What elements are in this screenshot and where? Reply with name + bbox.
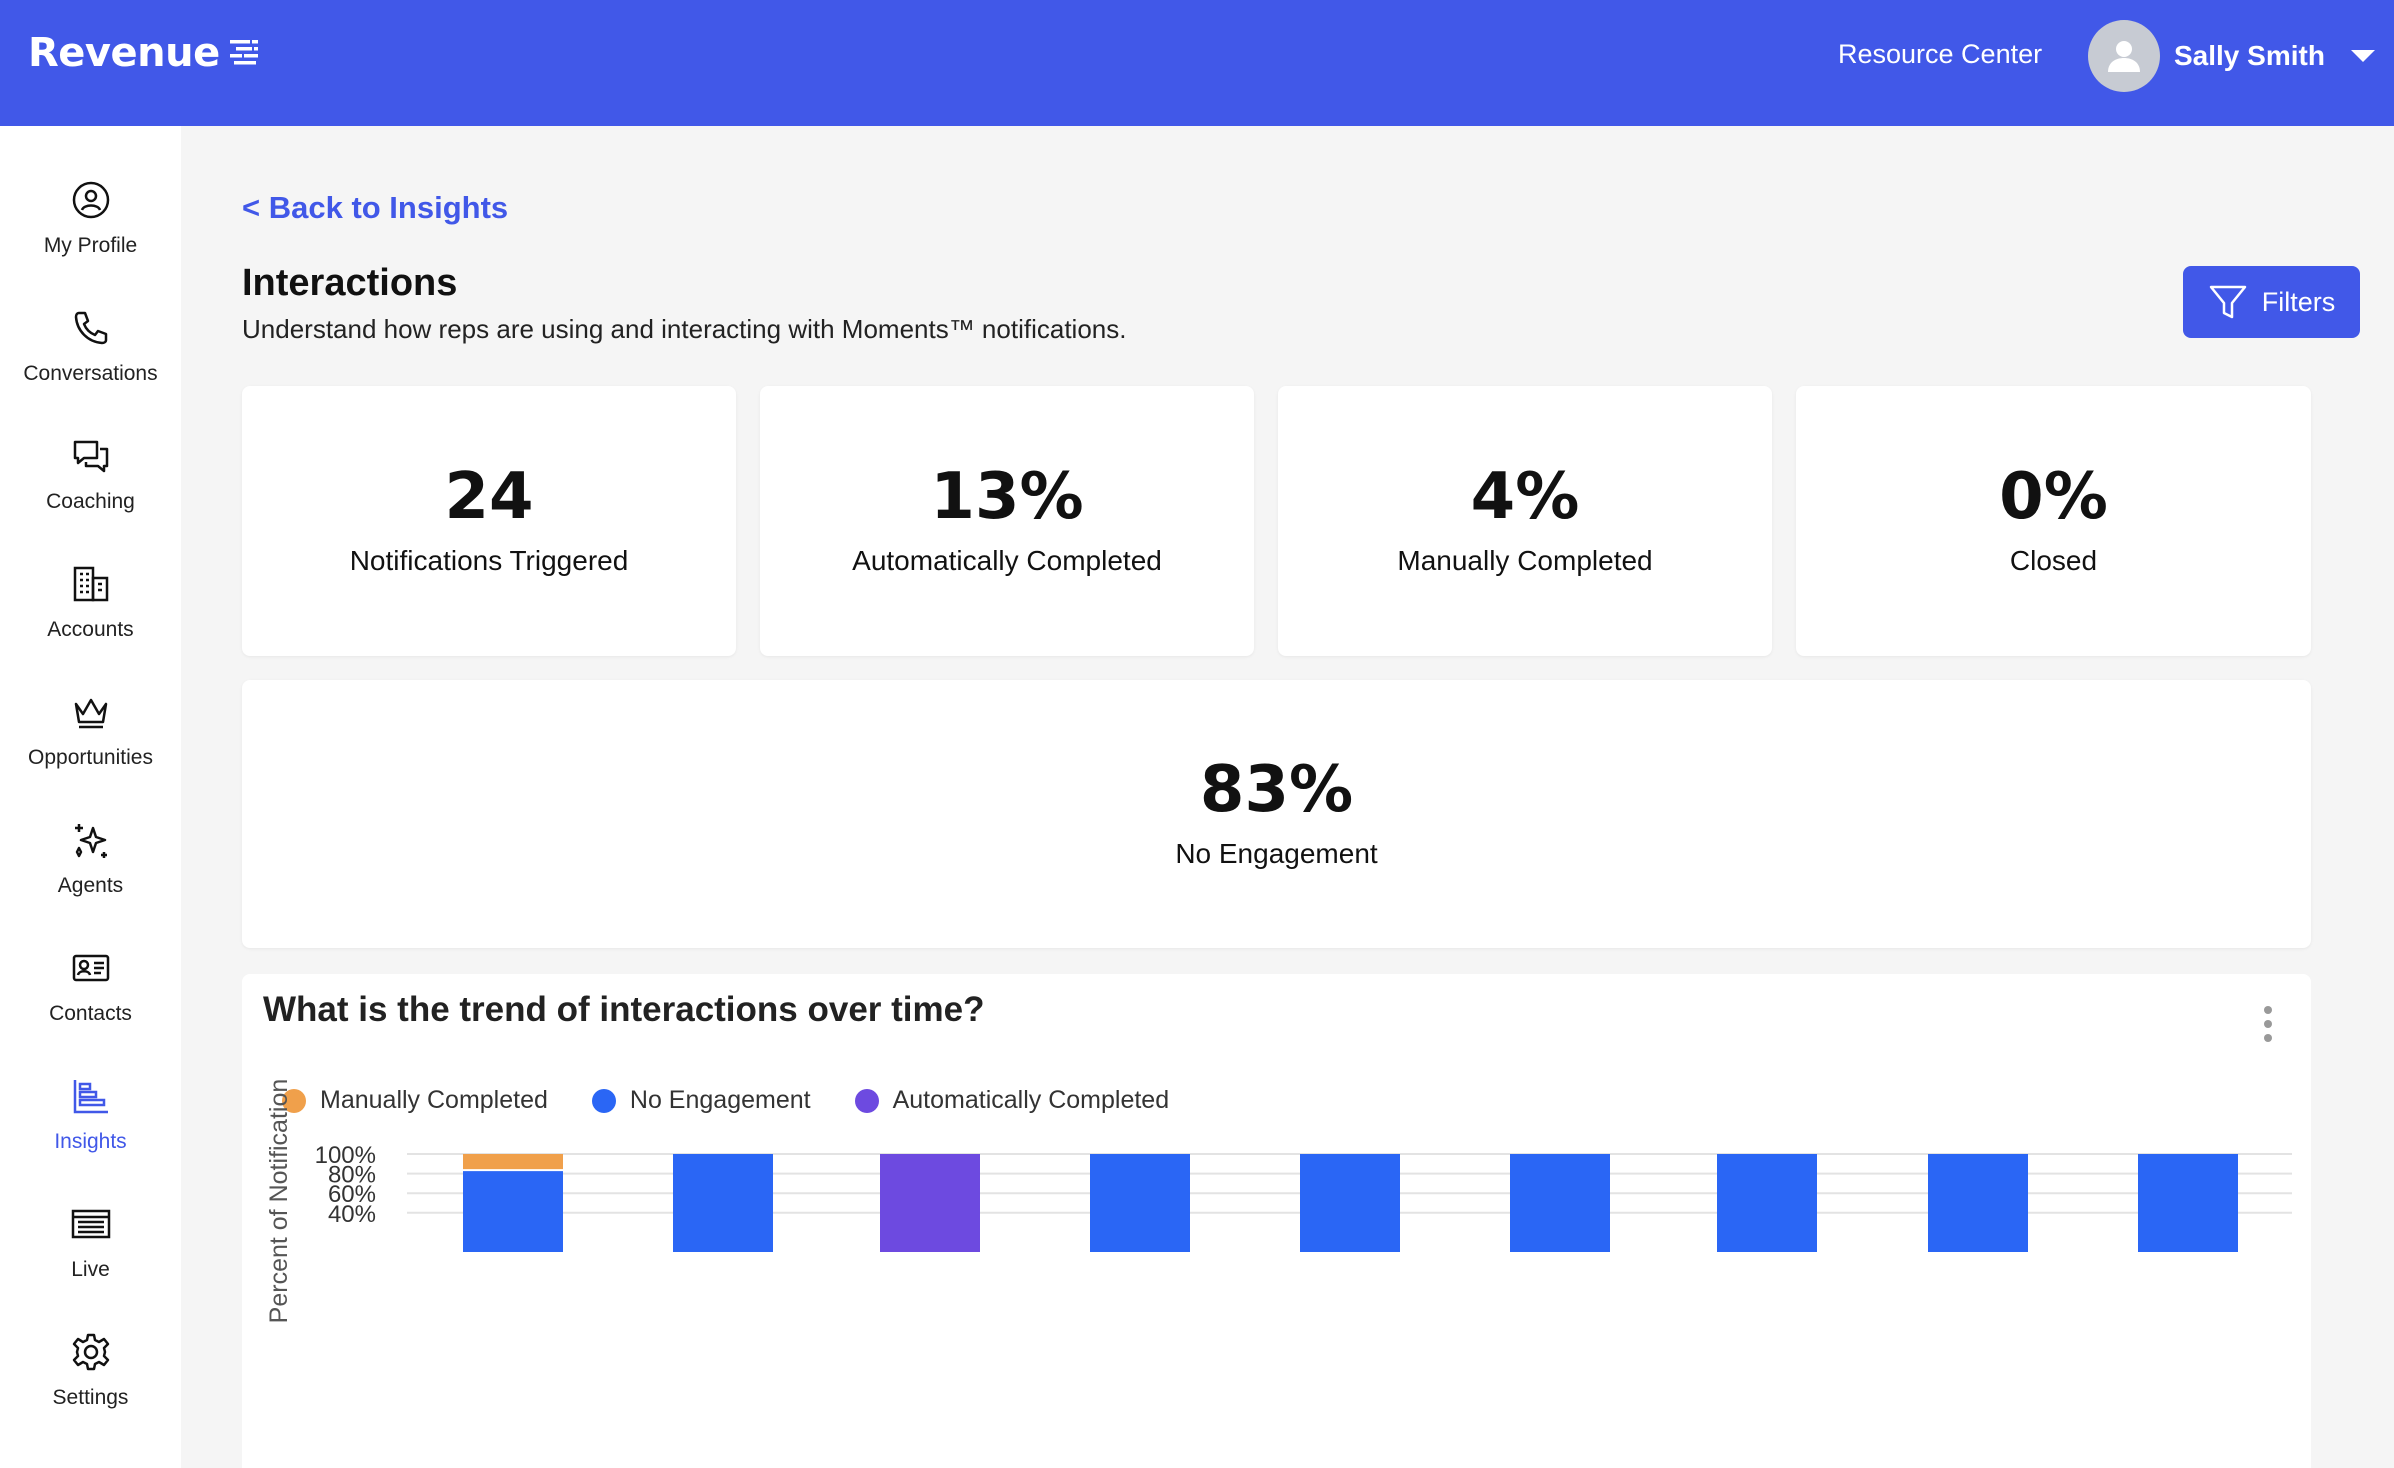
trend-chart-card: What is the trend of interactions over t… [242,974,2311,1468]
metric-label: Manually Completed [1397,545,1653,576]
brand-mark-icon [229,40,258,65]
brand-name: Revenue [28,30,220,76]
metric-value: 13% [930,460,1084,534]
trend-bar-chart: 100%80%60%40% Percent of Notification [265,1079,2292,1324]
legend-label: No Engagement [629,1086,811,1114]
y-tick-label: 40% [328,1201,376,1228]
sidebar-item-contacts[interactable]: Contacts [0,948,181,1058]
legend-dot [591,1088,616,1113]
resource-center-link[interactable]: Resource Center [1838,39,2043,69]
legend-dot [854,1088,879,1113]
user-circle-icon [72,181,109,219]
sidebar-item-my-profile[interactable]: My Profile [0,180,181,290]
sidebar-item-accounts[interactable]: Accounts [0,564,181,674]
metric-card-automatically-completed: 13% Automatically Completed [760,386,1254,656]
filters-button-label: Filters [2261,286,2336,317]
y-tick-label: 60% [328,1181,376,1208]
user-name: Sally Smith [2174,40,2325,71]
sparkles-icon [74,824,107,858]
metric-value: 0% [1999,460,2108,534]
metric-label: Closed [2009,545,2098,576]
sidebar-item-coaching[interactable]: Coaching [0,436,181,546]
user-avatar-icon [2108,41,2140,72]
sidebar-item-label: Agents [57,874,124,897]
building-icon [73,566,108,602]
sidebar-item-conversations[interactable]: Conversations [0,308,181,418]
avatar [2088,20,2160,92]
sidebar-item-label: Settings [52,1386,129,1409]
bar-segment [1928,1154,2028,1252]
metric-card-manually-completed: 4% Manually Completed [1278,386,1772,656]
crown-icon [74,698,107,729]
filters-button[interactable]: Filters [2183,266,2360,338]
live-feed-icon [71,1209,110,1239]
more-options-icon[interactable] [2258,1002,2278,1046]
sidebar-item-label: Live [71,1258,110,1281]
metric-label: Automatically Completed [852,545,1162,576]
brand-logo[interactable]: Revenue [28,30,262,76]
chart-title: What is the trend of interactions over t… [263,990,985,1029]
metric-value: 4% [1470,460,1580,534]
metric-card-no-engagement: 83% No Engagement [242,680,2311,948]
sidebar-item-label: Accounts [47,618,134,641]
bar-segment [1717,1154,1817,1252]
legend-label: Manually Completed [320,1086,548,1114]
page-title: Interactions [242,262,458,304]
bar-segment [463,1170,563,1252]
sidebar-item-live[interactable]: Live [0,1204,181,1314]
bar-segment [880,1154,980,1252]
bar-segment [1090,1154,1190,1252]
bar-segment [2138,1154,2238,1252]
contact-card-icon [72,954,109,982]
sidebar-item-insights[interactable]: Insights [0,1076,181,1186]
chat-bubbles-icon [73,440,108,473]
filter-icon [2209,285,2246,319]
sidebar-item-opportunities[interactable]: Opportunities [0,692,181,802]
top-bar: Revenue Resource Center Sally Smith [0,0,2394,126]
sidebar-item-label: Conversations [23,362,158,385]
legend-item-automatically-completed[interactable]: Automatically Completed [854,1086,1170,1115]
metric-value: 24 [444,460,534,534]
legend-dot [282,1088,306,1113]
back-to-insights-link[interactable]: < Back to Insights [242,190,509,225]
bar-segment [463,1154,563,1171]
bar-segment [673,1154,773,1252]
sidebar-item-label: Opportunities [28,746,153,769]
y-tick-label: 80% [328,1162,376,1189]
legend-label: Automatically Completed [892,1086,1170,1114]
sidebar: My Profile Conversations Coaching Accoun… [0,126,181,1468]
sidebar-item-agents[interactable]: Agents [0,820,181,930]
gear-icon [72,1333,109,1371]
bar-segment [1510,1154,1610,1252]
page-subtitle: Understand how reps are using and intera… [242,314,1127,344]
metric-value: 83% [1199,753,1354,827]
phone-icon [74,311,107,345]
metric-label: No Engagement [1175,838,1378,869]
chart-legend: Manually Completed No Engagement Automat… [282,1086,1213,1115]
y-axis-label: Percent of Notification [265,1079,293,1324]
chevron-down-icon [2350,50,2375,62]
sidebar-item-label: My Profile [43,234,138,257]
sidebar-item-label: Contacts [49,1002,132,1025]
bar-chart-icon [73,1080,108,1114]
sidebar-item-settings[interactable]: Settings [0,1332,181,1442]
metric-label: Notifications Triggered [349,545,629,576]
user-menu[interactable]: Sally Smith [2088,20,2375,92]
sidebar-item-label: Insights [54,1130,127,1153]
metric-card-closed: 0% Closed [1796,386,2311,656]
legend-item-manually-completed[interactable]: Manually Completed [282,1086,548,1115]
legend-item-no-engagement[interactable]: No Engagement [591,1086,811,1115]
bar-segment [1300,1154,1400,1252]
sidebar-item-label: Coaching [46,490,135,513]
metric-card-notifications-triggered: 24 Notifications Triggered [242,386,736,656]
y-tick-label: 100% [315,1142,376,1169]
